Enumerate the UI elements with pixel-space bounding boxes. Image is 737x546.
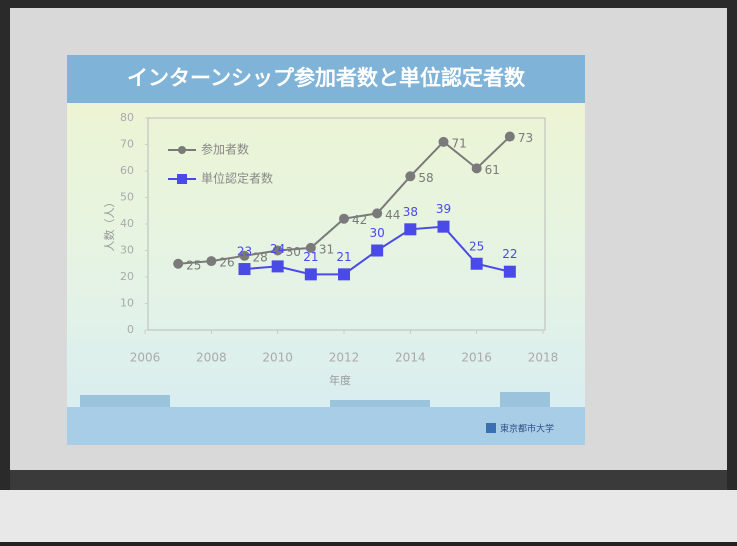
x-tick-label: 2012	[329, 351, 360, 365]
x-tick-label: 2008	[196, 351, 227, 365]
data-label: 22	[502, 247, 517, 261]
y-tick-label: 0	[127, 323, 134, 336]
data-label: 26	[219, 256, 234, 270]
point	[504, 266, 516, 278]
data-label: 38	[403, 205, 418, 219]
y-tick-label: 70	[120, 138, 134, 151]
skyline-block	[330, 400, 430, 408]
x-tick-label: 2010	[262, 351, 293, 365]
legend-marker	[177, 174, 187, 184]
point	[173, 259, 183, 269]
data-label: 30	[286, 245, 301, 259]
page: インターンシップ参加者数と単位認定者数 東京都市大学 年度 人数（人） 0 10 2…	[0, 0, 737, 542]
chart: インターンシップ参加者数と単位認定者数 東京都市大学 年度 人数（人） 0 10 2…	[0, 0, 737, 542]
data-label: 25	[186, 258, 201, 272]
point	[505, 132, 515, 142]
point	[472, 163, 482, 173]
data-label: 24	[270, 242, 285, 256]
data-label: 28	[253, 250, 268, 264]
data-label: 61	[485, 163, 500, 177]
y-tick-label: 20	[120, 270, 134, 283]
legend-label: 参加者数	[201, 142, 249, 157]
x-tick-label: 2014	[395, 351, 426, 365]
data-label: 58	[418, 171, 433, 185]
y-axis-label: 人数（人）	[103, 197, 116, 252]
point	[405, 171, 415, 181]
skyline-block	[80, 395, 170, 407]
data-label: 42	[352, 213, 367, 227]
x-tick-label: 2016	[461, 351, 492, 365]
x-axis-label: 年度	[329, 373, 351, 387]
point	[338, 268, 350, 280]
data-label: 73	[518, 131, 533, 145]
data-label: 31	[319, 242, 334, 256]
y-tick-label: 80	[120, 111, 134, 124]
y-tick-label: 10	[120, 297, 134, 310]
data-label: 30	[370, 226, 385, 240]
point	[206, 256, 216, 266]
point	[371, 245, 383, 257]
point	[471, 258, 483, 270]
point	[438, 221, 450, 233]
point	[404, 223, 416, 235]
point	[372, 208, 382, 218]
y-tick-label: 60	[120, 164, 134, 177]
skyline-block	[500, 392, 550, 408]
data-label: 25	[469, 239, 484, 253]
point	[439, 137, 449, 147]
data-label: 23	[237, 245, 252, 259]
x-tick-label: 2018	[528, 351, 559, 365]
logo-text: 東京都市大学	[500, 423, 554, 435]
data-label: 71	[452, 136, 467, 150]
point	[305, 268, 317, 280]
point	[239, 263, 251, 275]
legend-marker	[178, 146, 186, 154]
logo-mark	[486, 423, 496, 433]
data-label: 39	[436, 202, 451, 216]
point	[339, 214, 349, 224]
data-label: 21	[303, 250, 318, 264]
data-label: 21	[336, 250, 351, 264]
y-tick-label: 30	[120, 244, 134, 257]
y-tick-label: 50	[120, 191, 134, 204]
chart-title: インターンシップ参加者数と単位認定者数	[127, 66, 526, 90]
x-tick-label: 2006	[130, 351, 161, 365]
wall	[0, 490, 737, 542]
point	[272, 260, 284, 272]
y-tick-label: 40	[120, 217, 134, 230]
data-label: 44	[385, 208, 400, 222]
screen-edge	[10, 470, 727, 490]
legend-label: 単位認定者数	[201, 171, 273, 186]
